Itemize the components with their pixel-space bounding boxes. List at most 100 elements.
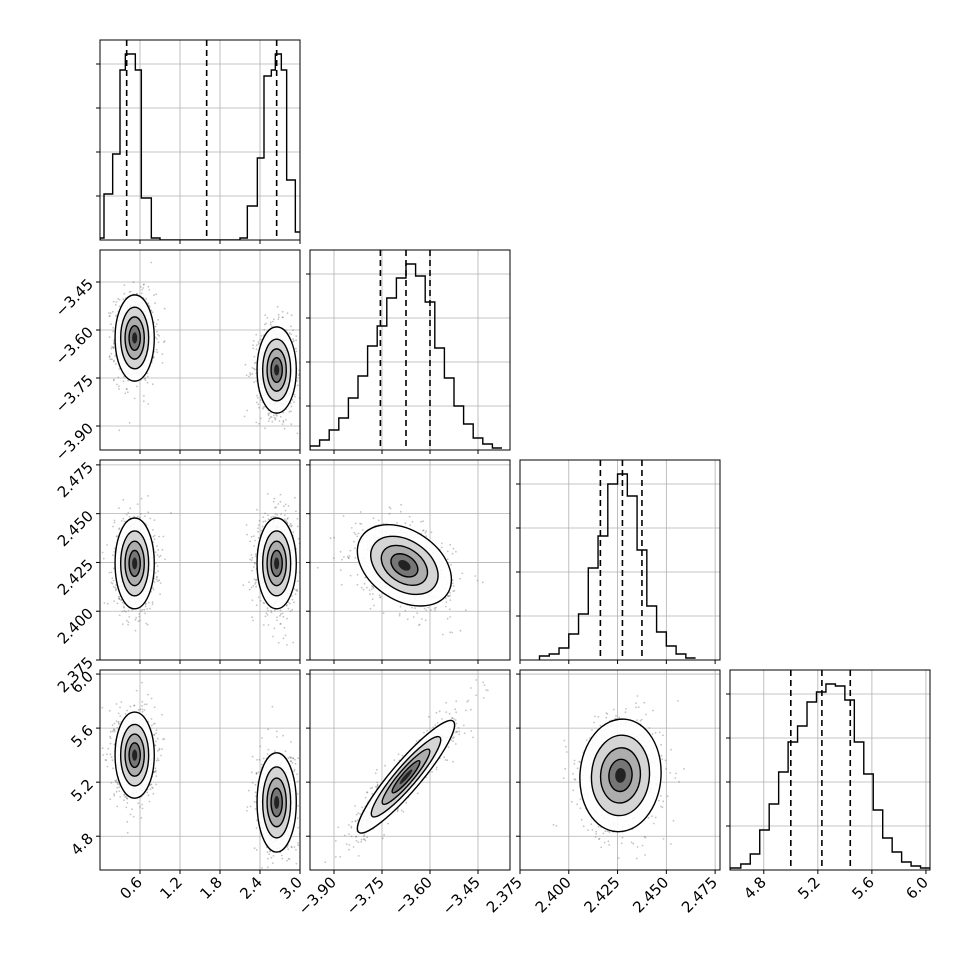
scatter-point <box>279 622 282 625</box>
scatter-point <box>422 520 424 523</box>
scatter-point <box>295 339 297 342</box>
scatter-point <box>155 348 158 351</box>
scatter-point <box>279 623 282 625</box>
scatter-point <box>153 519 156 521</box>
scatter-point <box>146 608 149 610</box>
scatter-point <box>396 522 398 524</box>
scatter-point <box>152 792 155 795</box>
scatter-point <box>293 588 296 590</box>
scatter-point <box>290 525 293 528</box>
scatter-point <box>116 602 119 605</box>
scatter-point <box>254 581 257 584</box>
scatter-point <box>253 362 256 364</box>
scatter-point <box>269 323 272 326</box>
scatter-point <box>114 355 117 358</box>
scatter-point <box>264 512 266 515</box>
scatter-point <box>115 535 118 538</box>
scatter-point <box>412 616 415 618</box>
scatter-point <box>112 330 114 333</box>
scatter-point <box>250 554 253 556</box>
scatter-point <box>158 535 160 538</box>
scatter-point <box>267 624 270 626</box>
scatter-point <box>297 384 299 387</box>
scatter-point <box>112 346 115 349</box>
scatter-point <box>354 556 357 559</box>
scatter-point <box>158 748 161 751</box>
scatter-point <box>123 794 126 797</box>
scatter-point <box>382 612 385 614</box>
scatter-point <box>281 612 284 615</box>
scatter-point <box>290 423 293 426</box>
scatter-point <box>357 532 360 535</box>
scatter-point <box>118 614 121 617</box>
scatter-point <box>156 351 159 354</box>
scatter-point <box>277 318 280 320</box>
scatter-point <box>414 607 416 610</box>
scatter-point <box>134 629 137 632</box>
scatter-point <box>423 607 426 610</box>
scatter-point <box>260 335 263 337</box>
scatter-point <box>242 584 245 586</box>
scatter-point <box>440 546 443 549</box>
scatter-point <box>162 341 165 344</box>
scatter-point <box>348 555 351 557</box>
scatter-point <box>150 697 153 700</box>
scatter-point <box>113 729 116 731</box>
scatter-point <box>154 336 157 339</box>
scatter-point <box>285 604 288 607</box>
scatter-point <box>104 759 107 761</box>
scatter-point <box>433 607 436 610</box>
scatter-point <box>115 584 117 586</box>
scatter-point <box>102 557 105 560</box>
scatter-point <box>113 521 116 524</box>
scatter-point <box>152 529 154 531</box>
panel-frame <box>309 249 511 451</box>
scatter-point <box>273 414 275 417</box>
scatter-point <box>339 569 342 571</box>
scatter-point <box>254 368 256 371</box>
scatter-point <box>161 353 164 355</box>
scatter-point <box>284 509 287 512</box>
scatter-point <box>350 527 353 529</box>
scatter-point <box>112 310 114 313</box>
scatter-point <box>127 379 129 382</box>
scatter-point <box>156 333 159 336</box>
scatter-point <box>112 346 115 348</box>
scatter-point <box>417 624 420 627</box>
scatter-point <box>250 535 253 538</box>
scatter-point <box>416 612 419 615</box>
scatter-point <box>108 312 110 314</box>
scatter-point <box>112 347 115 350</box>
scatter-point <box>251 616 254 619</box>
scatter-point <box>289 610 292 613</box>
scatter-point <box>369 593 371 596</box>
scatter-point <box>253 561 256 564</box>
scatter-point <box>122 298 125 300</box>
scatter-point <box>110 358 113 361</box>
scatter-point <box>163 307 166 310</box>
scatter-point <box>158 334 161 337</box>
scatter-point <box>249 558 252 561</box>
scatter-point <box>142 400 145 403</box>
scatter-point <box>118 595 120 598</box>
scatter-point <box>127 511 130 514</box>
scatter-point <box>257 527 259 530</box>
panel-frame <box>519 459 721 661</box>
scatter-point <box>446 617 449 620</box>
scatter-point <box>125 806 128 809</box>
scatter-point <box>411 606 413 609</box>
scatter-point <box>256 394 258 397</box>
scatter-point <box>339 550 342 553</box>
scatter-point <box>123 375 125 378</box>
scatter-point <box>253 566 255 568</box>
scatter-point <box>274 515 276 518</box>
scatter-point <box>255 421 258 424</box>
scatter-point <box>255 344 258 347</box>
scatter-point <box>121 623 124 625</box>
scatter-point <box>266 493 269 495</box>
scatter-point <box>255 585 258 588</box>
scatter-point <box>363 582 366 585</box>
scatter-point <box>153 581 156 583</box>
scatter-point <box>118 385 120 388</box>
scatter-point <box>110 323 112 326</box>
